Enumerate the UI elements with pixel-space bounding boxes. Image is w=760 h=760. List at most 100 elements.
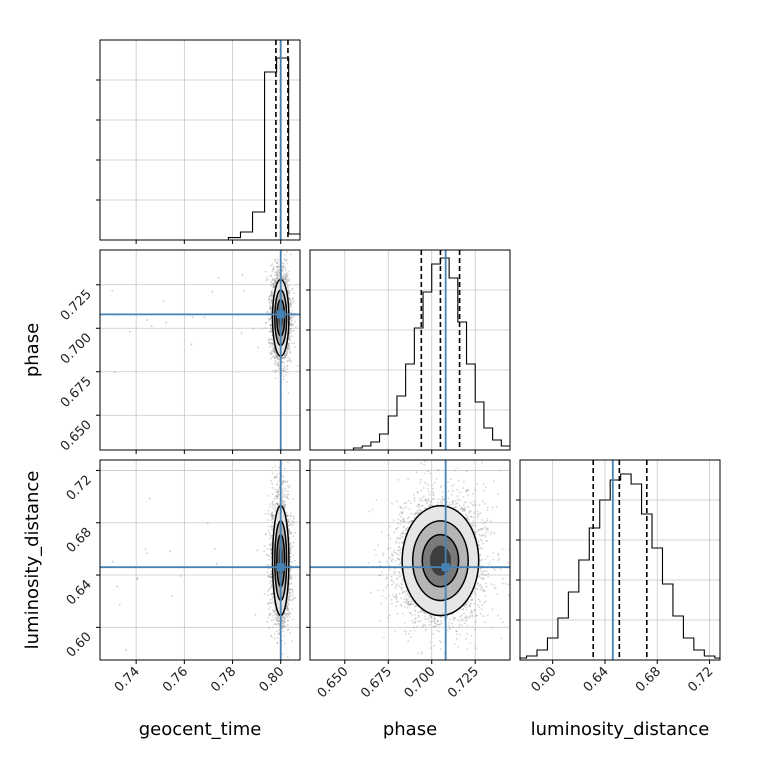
scatter-geocent-time-vs-phase-sample-point [270, 289, 273, 291]
scatter-geocent-time-vs-phase-sample-point [240, 331, 243, 334]
scatter-geocent-time-vs-phase-sample-point [274, 279, 276, 282]
scatter-geocent-time-vs-phase-sample-point [283, 378, 285, 381]
scatter-geocent-time-vs-phase-sample-point [270, 264, 273, 267]
scatter-geocent-time-vs-phase-sample-point [276, 362, 279, 365]
scatter-geocent-time-vs-luminosity-distance-sample-point [287, 619, 289, 622]
scatter-geocent-time-vs-phase-sample-point [286, 280, 289, 283]
scatter-geocent-time-vs-luminosity-distance-sample-point [271, 466, 274, 469]
scatter-geocent-time-vs-luminosity-distance-sample-point [263, 593, 266, 595]
scatter-geocent-time-vs-phase-sample-point [277, 266, 280, 268]
hist-geocent-time-step [100, 57, 300, 241]
scatter-geocent-time-vs-phase-sample-point [270, 298, 273, 301]
scatter-geocent-time-vs-phase-sample-point [276, 357, 279, 360]
scatter-geocent-time-vs-luminosity-distance-sample-point [271, 514, 274, 517]
scatter-geocent-time-vs-luminosity-distance-sample-point [291, 545, 294, 548]
scatter-geocent-time-vs-luminosity-distance-sample-point [289, 515, 292, 517]
scatter-geocent-time-vs-luminosity-distance-sample-point [284, 504, 287, 507]
scatter-geocent-time-vs-phase-sample-point [269, 345, 271, 348]
scatter-geocent-time-vs-luminosity-distance-sample-point [289, 594, 292, 597]
scatter-geocent-time-vs-phase-sample-point [274, 357, 276, 359]
scatter-geocent-time-vs-luminosity-distance-sample-point [290, 531, 292, 534]
scatter-geocent-time-vs-phase-sample-point [275, 265, 278, 268]
scatter-geocent-time-vs-luminosity-distance-sample-point [270, 635, 273, 638]
scatter-geocent-time-vs-luminosity-distance-sample-point [289, 547, 292, 550]
scatter-geocent-time-vs-phase-sample-point [272, 268, 275, 271]
scatter-geocent-time-vs-luminosity-distance-sample-point [270, 584, 273, 587]
scatter-geocent-time-vs-luminosity-distance-sample-point [270, 548, 272, 551]
scatter-geocent-time-vs-phase-sample-point [284, 355, 286, 358]
scatter-geocent-time-vs-phase-sample-point [285, 258, 288, 261]
scatter-geocent-time-vs-phase-sample-point [269, 274, 272, 277]
scatter-geocent-time-vs-luminosity-distance-sample-point [283, 635, 286, 638]
scatter-geocent-time-vs-luminosity-distance-sample-point [283, 500, 286, 503]
scatter-geocent-time-vs-phase-sample-point [284, 370, 286, 372]
scatter-geocent-time-vs-luminosity-distance-sample-point [270, 536, 273, 539]
scatter-geocent-time-vs-luminosity-distance-sample-point [281, 626, 284, 629]
scatter-geocent-time-vs-phase-sample-point [288, 359, 291, 362]
scatter-geocent-time-vs-luminosity-distance-sample-point [275, 497, 278, 500]
scatter-geocent-time-vs-luminosity-distance-sample-point [289, 576, 292, 579]
scatter-geocent-time-vs-phase-sample-point [276, 356, 279, 359]
scatter-geocent-time-vs-luminosity-distance-sample-point [273, 497, 276, 500]
scatter-geocent-time-vs-phase-sample-point [269, 343, 272, 345]
scatter-geocent-time-vs-luminosity-distance-sample-point [285, 511, 288, 514]
scatter-geocent-time-vs-luminosity-distance-sample-point [271, 518, 274, 521]
scatter-geocent-time-vs-luminosity-distance-sample-point [286, 624, 289, 626]
scatter-geocent-time-vs-phase-sample-point [286, 250, 289, 253]
scatter-geocent-time-vs-luminosity-distance-sample-point [277, 620, 280, 623]
scatter-geocent-time-vs-luminosity-distance-sample-point [272, 515, 274, 517]
scatter-geocent-time-vs-phase-sample-point [284, 373, 287, 376]
scatter-geocent-time-vs-phase-sample-point [270, 305, 273, 308]
scatter-geocent-time-vs-phase-sample-point [265, 321, 268, 324]
scatter-geocent-time-vs-luminosity-distance-sample-point [282, 619, 285, 622]
scatter-geocent-time-vs-luminosity-distance-sample-point [288, 486, 291, 489]
scatter-geocent-time-vs-phase-sample-point [287, 292, 290, 295]
scatter-geocent-time-vs-luminosity-distance-sample-point [293, 559, 296, 562]
scatter-geocent-time-vs-luminosity-distance-sample-point [282, 663, 284, 665]
scatter-geocent-time-vs-luminosity-distance-sample-point [286, 496, 289, 499]
scatter-geocent-time-vs-phase-sample-point [276, 355, 279, 357]
scatter-geocent-time-vs-phase-sample-point [276, 262, 279, 265]
scatter-geocent-time-vs-phase-sample-point [277, 358, 280, 360]
scatter-geocent-time-vs-phase-sample-point [276, 276, 279, 279]
scatter-geocent-time-vs-luminosity-distance-sample-point [283, 467, 286, 470]
scatter-geocent-time-vs-luminosity-distance-sample-point [275, 490, 278, 493]
scatter-geocent-time-vs-phase-sample-point [284, 273, 287, 275]
scatter-geocent-time-vs-luminosity-distance-sample-point [289, 556, 292, 559]
scatter-geocent-time-vs-luminosity-distance-sample-point [291, 594, 294, 596]
scatter-geocent-time-vs-phase-sample-point [290, 335, 293, 337]
scatter-geocent-time-vs-luminosity-distance-sample-point [286, 606, 289, 609]
scatter-geocent-time-vs-phase-sample-point [271, 299, 273, 302]
scatter-geocent-time-vs-phase-sample-point [284, 354, 287, 357]
x-tick-label-geocent-time: 0.80 [256, 664, 287, 695]
scatter-geocent-time-vs-luminosity-distance-sample-point [291, 591, 294, 593]
scatter-geocent-time-vs-phase-sample-point [285, 259, 288, 262]
scatter-geocent-time-vs-luminosity-distance-sample-point [270, 479, 273, 482]
scatter-geocent-time-vs-phase-sample-point [275, 279, 277, 282]
scatter-geocent-time-vs-phase-sample-point [274, 359, 277, 362]
scatter-geocent-time-vs-phase-sample-point [275, 356, 278, 359]
scatter-geocent-time-vs-luminosity-distance-sample-point [282, 487, 285, 490]
scatter-geocent-time-vs-luminosity-distance-sample-point [286, 655, 289, 658]
scatter-geocent-time-vs-luminosity-distance-sample-point [270, 602, 273, 605]
scatter-geocent-time-vs-phase-sample-point [270, 352, 272, 355]
y-tick-label-luminosity-distance: 0.60 [64, 630, 95, 661]
scatter-geocent-time-vs-luminosity-distance-sample-point [278, 619, 281, 622]
scatter-geocent-time-vs-phase-sample-point [274, 369, 277, 372]
scatter-geocent-time-vs-luminosity-distance-sample-point [281, 491, 284, 494]
scatter-geocent-time-vs-luminosity-distance-sample-point [271, 482, 274, 485]
scatter-geocent-time-vs-luminosity-distance-sample-point [270, 580, 273, 583]
scatter-geocent-time-vs-phase-sample-point [276, 364, 279, 367]
scatter-geocent-time-vs-luminosity-distance-sample-point [273, 504, 275, 506]
scatter-geocent-time-vs-luminosity-distance-content [100, 460, 300, 665]
scatter-geocent-time-vs-phase-sample-point [283, 278, 286, 281]
scatter-geocent-time-vs-luminosity-distance-sample-point [292, 515, 295, 518]
scatter-geocent-time-vs-luminosity-distance-sample-point [274, 508, 276, 511]
hist-phase-frame [309, 249, 511, 451]
scatter-geocent-time-vs-phase-sample-point [270, 331, 273, 334]
scatter-geocent-time-vs-phase-sample-point [271, 282, 273, 285]
scatter-geocent-time-vs-luminosity-distance-sample-point [292, 541, 295, 544]
scatter-geocent-time-vs-luminosity-distance-sample-point [288, 595, 291, 598]
scatter-geocent-time-vs-luminosity-distance-sample-point [285, 489, 287, 492]
scatter-geocent-time-vs-phase-sample-point [274, 259, 277, 262]
